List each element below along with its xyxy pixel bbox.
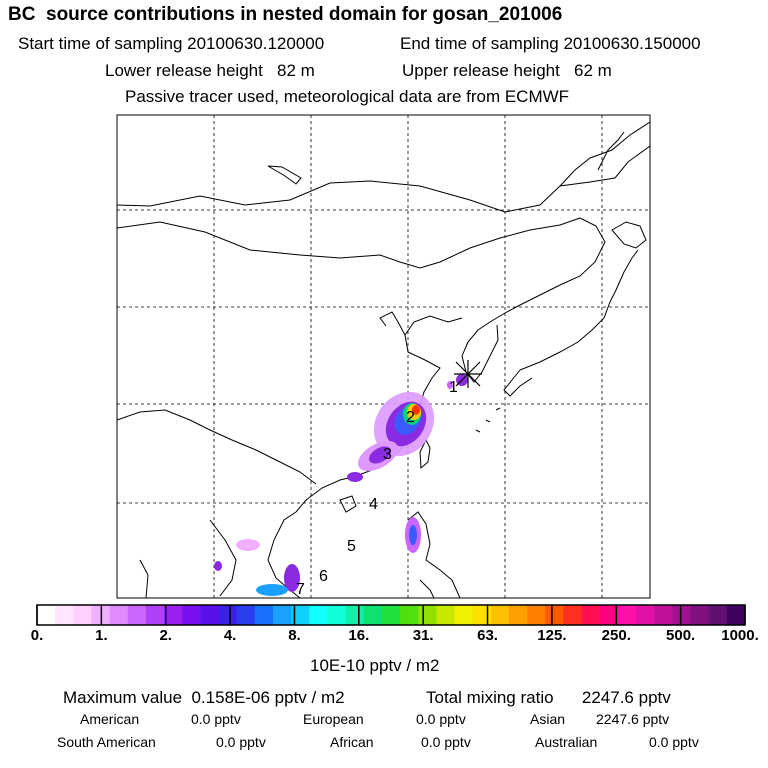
region-name: European	[303, 711, 364, 727]
number-3: 3	[383, 446, 392, 463]
colorbar-cell	[345, 605, 365, 625]
colorbar-cell	[690, 605, 710, 625]
colorbar-cell	[636, 605, 655, 625]
colorbar-tick-label: 4.	[223, 627, 237, 644]
colorbar-tick-label: 500.	[666, 627, 696, 644]
colorbar-cell	[545, 605, 564, 625]
map-frame	[116, 114, 651, 599]
colorbar-cell	[708, 605, 728, 625]
colorbar-cell	[654, 605, 673, 625]
total-mixing-label: Total mixing ratio 2247.6 pptv	[426, 688, 671, 707]
colorbar-cell	[291, 605, 310, 625]
colorbar-cell	[327, 605, 347, 625]
region-value: 0.0 pptv	[191, 711, 241, 727]
colorbar-cell	[436, 605, 456, 625]
colorbar-tick-label: 125.	[537, 627, 567, 644]
region-value: 0.0 pptv	[649, 734, 699, 750]
region-value: 0.0 pptv	[421, 734, 471, 750]
colorbar-cell	[218, 605, 238, 625]
colorbar-cell	[581, 605, 601, 625]
colorbar-cell	[490, 605, 510, 625]
max-value-label: Maximum value 0.158E-06 pptv / m2	[63, 688, 345, 707]
colorbar-cell	[127, 605, 147, 625]
colorbar-cell	[418, 605, 437, 625]
colorbar-tick-label: 8.	[288, 627, 301, 644]
colorbar-cell	[527, 605, 546, 625]
colorbar-cell	[200, 605, 220, 625]
colorbar-cell	[37, 605, 56, 625]
lower-release-label: Lower release height 82 m	[105, 61, 315, 80]
colorbar-cell	[73, 605, 92, 625]
colorbar-cell	[236, 605, 256, 625]
colorbar-tick-label: 16.	[348, 627, 370, 644]
tracer-plume	[214, 374, 468, 596]
colorbar-cell	[381, 605, 401, 625]
region-value: 2247.6 pptv	[596, 711, 670, 727]
colorbar-cell	[309, 605, 328, 625]
colorbar-cell	[145, 605, 165, 625]
number-7: 7	[296, 581, 305, 598]
trajectory-numbers: 1 2 3 4 5 6 7	[296, 379, 458, 598]
colorbar-cell	[672, 605, 692, 625]
colorbar-cell	[254, 605, 274, 625]
colorbar-cell	[472, 605, 492, 625]
colorbar-cell	[563, 605, 583, 625]
plot-title: BC source contributions in nested domain…	[8, 4, 563, 25]
number-5: 5	[347, 538, 356, 555]
region-name: Australian	[535, 734, 598, 750]
colorbar-tick-label: 31.	[412, 627, 434, 644]
region-name: American	[80, 711, 140, 727]
tracer-note: Passive tracer used, meteorological data…	[125, 87, 570, 106]
colorbar-cell	[599, 605, 619, 625]
end-time-label: End time of sampling 20100630.150000	[400, 34, 701, 53]
colorbar-tick-label: 63.	[477, 627, 498, 644]
star-icon	[454, 360, 482, 388]
colorbar-cell	[109, 605, 129, 625]
colorbar-tick-label: 1.	[95, 627, 108, 644]
colorbar-tick-label: 2.	[159, 627, 172, 644]
colorbar-cell	[363, 605, 383, 625]
colorbar-unit: 10E-10 pptv / m2	[310, 656, 440, 675]
colorbar-tick-label: 1000.	[721, 627, 759, 644]
colorbar-cell	[726, 605, 746, 625]
number-1: 1	[449, 379, 458, 396]
colorbar-cell	[617, 605, 637, 625]
colorbar-cell	[400, 605, 419, 625]
region-value: 0.0 pptv	[416, 711, 466, 727]
region-name: Asian	[530, 711, 566, 727]
colorbar-cell	[509, 605, 528, 625]
upper-release-label: Upper release height 62 m	[402, 61, 612, 80]
number-4: 4	[369, 496, 378, 513]
region-value: 0.0 pptv	[216, 734, 266, 750]
region-name: African	[330, 734, 374, 750]
colorbar-tick-label: 0.	[30, 627, 44, 644]
number-6: 6	[319, 568, 328, 585]
colorbar-tick-label: 250.	[601, 627, 631, 644]
start-time-label: Start time of sampling 20100630.120000	[18, 34, 325, 53]
number-2: 2	[406, 409, 415, 426]
colorbar-cell	[182, 605, 201, 625]
colorbar-cell	[164, 605, 183, 625]
coastlines	[117, 121, 650, 598]
colorbar-cell	[454, 605, 474, 625]
region-name: South American	[57, 734, 156, 750]
colorbar-cell	[55, 605, 74, 625]
graticule	[117, 115, 650, 598]
colorbar-cell	[273, 605, 292, 625]
